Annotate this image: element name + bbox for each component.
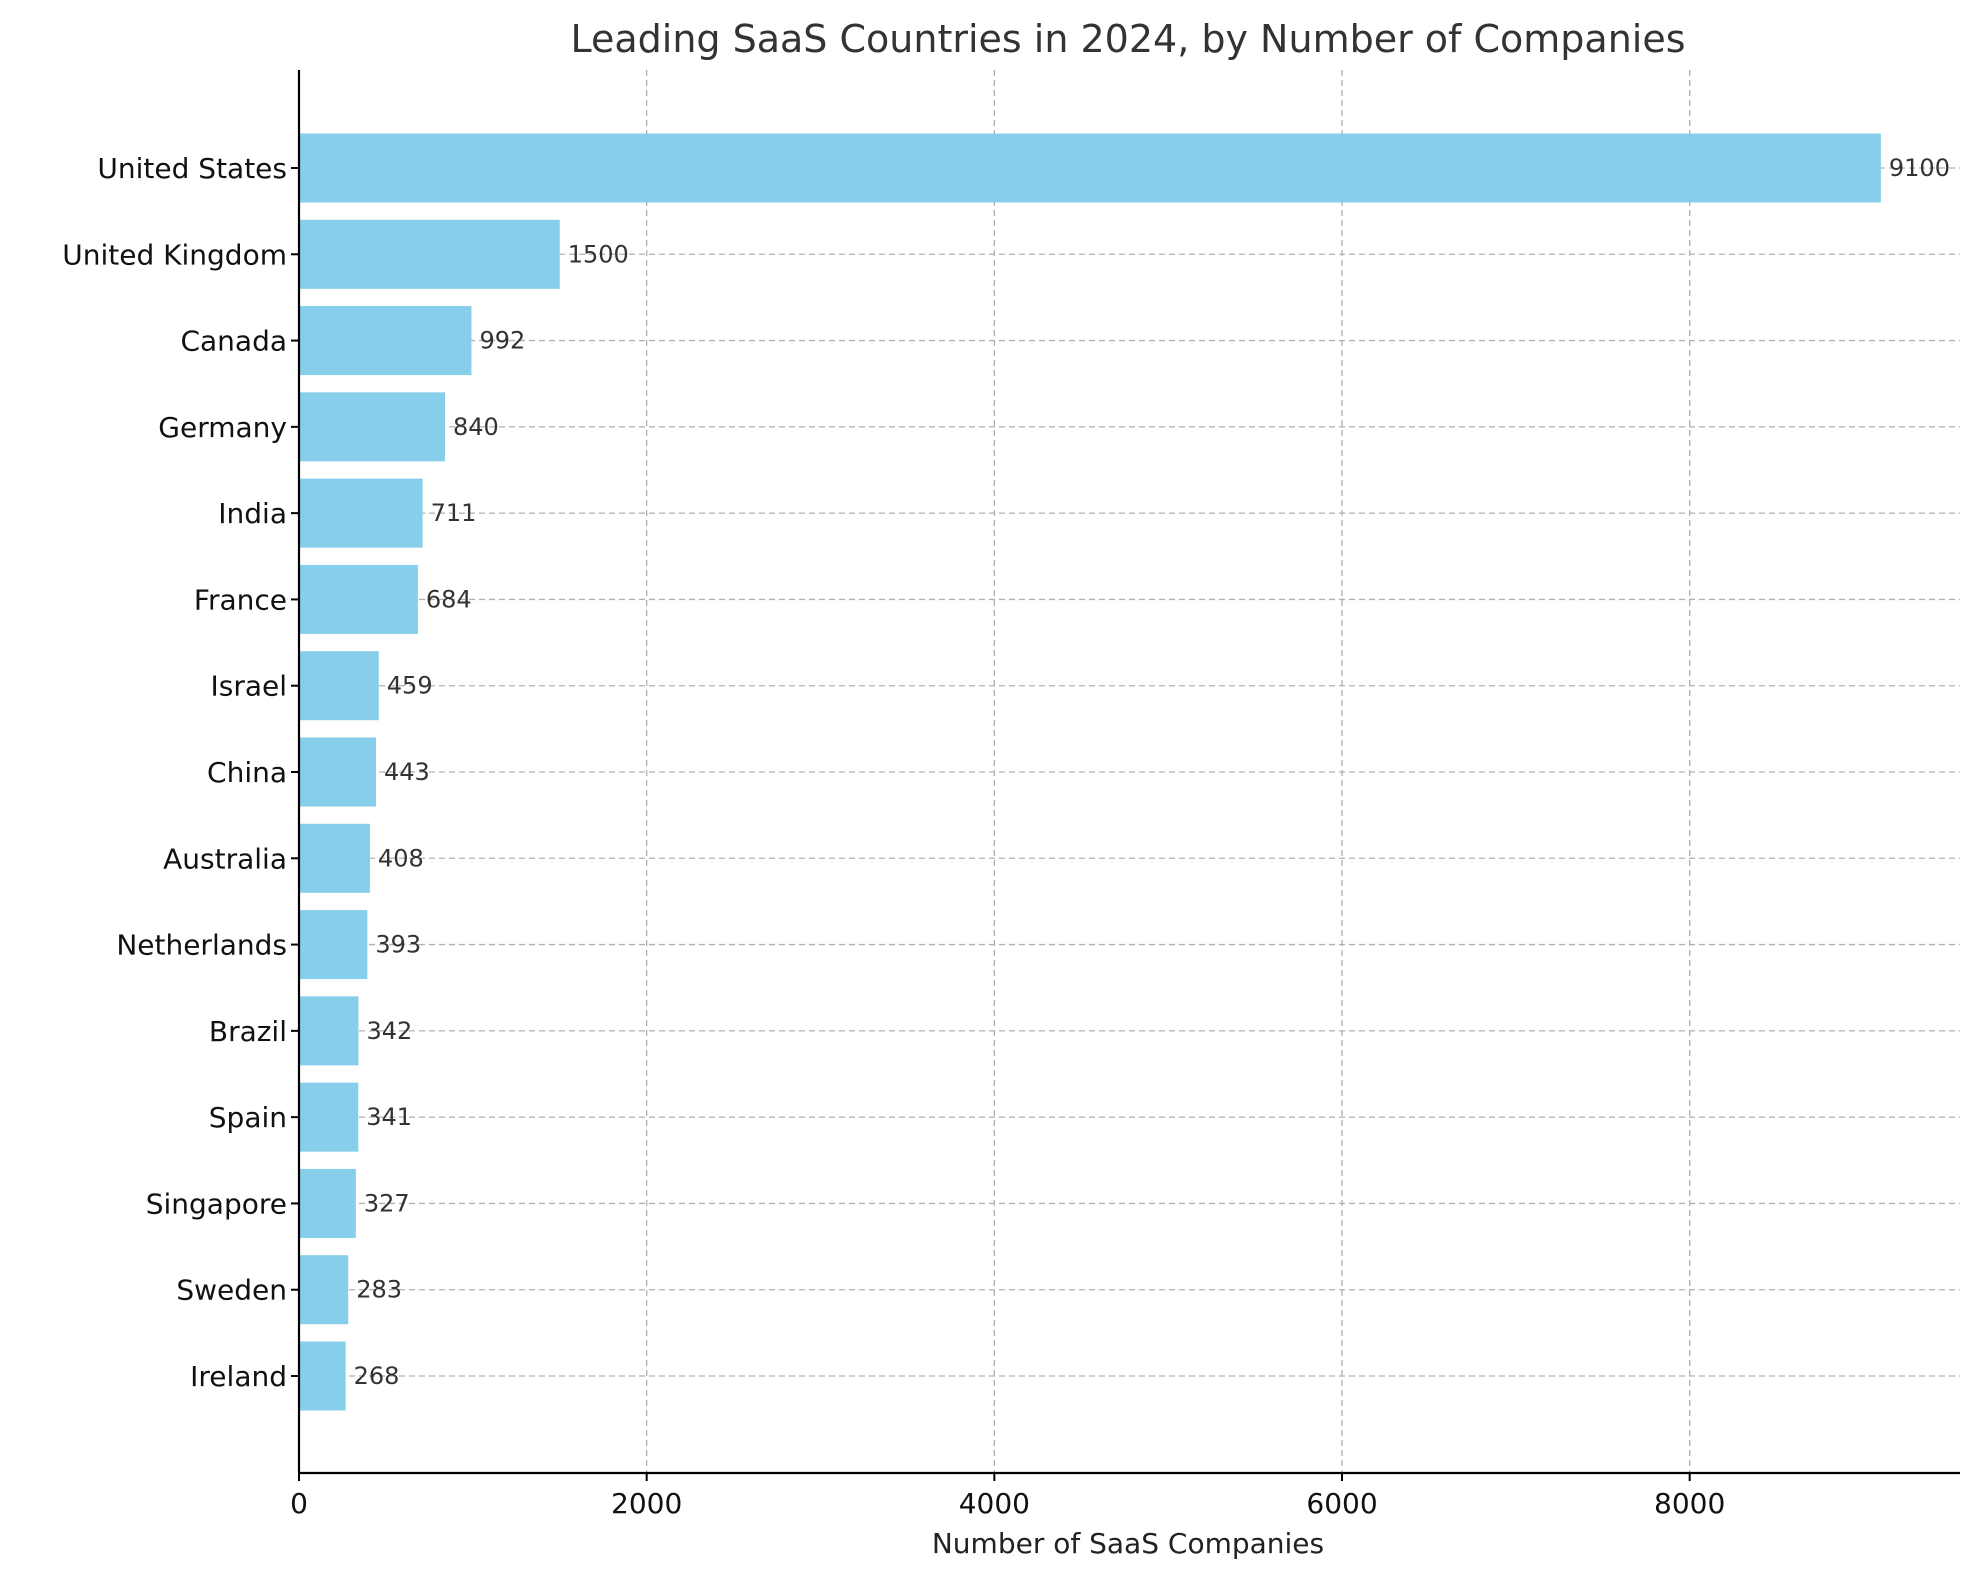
grid-layer (298, 70, 1960, 1473)
bar (299, 823, 370, 893)
x-tick-label: 8000 (1654, 1487, 1725, 1520)
bar (299, 133, 1881, 203)
bar (299, 910, 368, 980)
y-tick-label: Australia (163, 842, 287, 875)
data-label: 992 (479, 327, 525, 355)
bar (299, 564, 418, 634)
data-label: 9100 (1889, 154, 1950, 182)
bar (299, 219, 560, 289)
data-labels-layer: 9100 1500 992 840 711 684 459 443 408 393 342 341 32… (354, 154, 1950, 1390)
x-axis-ticks: 0 2000 4000 6000 8000 (290, 1473, 1725, 1520)
x-tick-label: 0 (290, 1487, 308, 1520)
bars-layer (299, 133, 1881, 1411)
y-tick-label: China (207, 756, 287, 789)
data-label: 443 (384, 758, 430, 786)
data-label: 459 (387, 672, 433, 700)
data-label: 268 (354, 1362, 400, 1390)
y-tick-label: Canada (180, 325, 287, 358)
y-tick-label: Singapore (146, 1187, 287, 1220)
y-tick-label: Netherlands (116, 929, 287, 962)
bar (299, 1168, 356, 1238)
y-tick-label: United States (97, 152, 287, 185)
y-tick-label: India (218, 497, 287, 530)
bar (299, 392, 446, 462)
y-tick-label: Sweden (176, 1274, 287, 1307)
data-label: 393 (375, 931, 421, 959)
y-tick-label: Spain (209, 1101, 287, 1134)
bar (299, 478, 423, 548)
data-label: 408 (378, 844, 424, 872)
y-tick-label: Germany (158, 411, 287, 444)
x-axis-label: Number of SaaS Companies (932, 1527, 1324, 1560)
x-tick-label: 2000 (611, 1487, 682, 1520)
y-tick-label: Israel (210, 670, 287, 703)
bar (299, 1082, 359, 1152)
y-tick-label: Brazil (209, 1015, 287, 1048)
y-tick-label: United Kingdom (62, 238, 287, 271)
bar (299, 996, 359, 1066)
bar (299, 651, 379, 721)
bar (299, 1255, 349, 1325)
y-axis-ticks: United States United Kingdom Canada Germany… (62, 152, 299, 1393)
data-label: 327 (364, 1189, 410, 1217)
x-tick-label: 4000 (959, 1487, 1030, 1520)
bar (299, 1341, 346, 1411)
chart-title: Leading SaaS Countries in 2024, by Numbe… (570, 17, 1685, 61)
bar (299, 737, 377, 807)
bar (299, 306, 472, 376)
data-label: 711 (431, 499, 477, 527)
data-label: 840 (453, 413, 499, 441)
y-tick-label: Ireland (190, 1360, 287, 1393)
data-label: 341 (366, 1103, 412, 1131)
data-label: 342 (366, 1017, 412, 1045)
y-tick-label: France (194, 583, 287, 616)
data-label: 1500 (568, 240, 629, 268)
data-label: 684 (426, 585, 472, 613)
data-label: 283 (356, 1276, 402, 1304)
x-tick-label: 6000 (1306, 1487, 1377, 1520)
